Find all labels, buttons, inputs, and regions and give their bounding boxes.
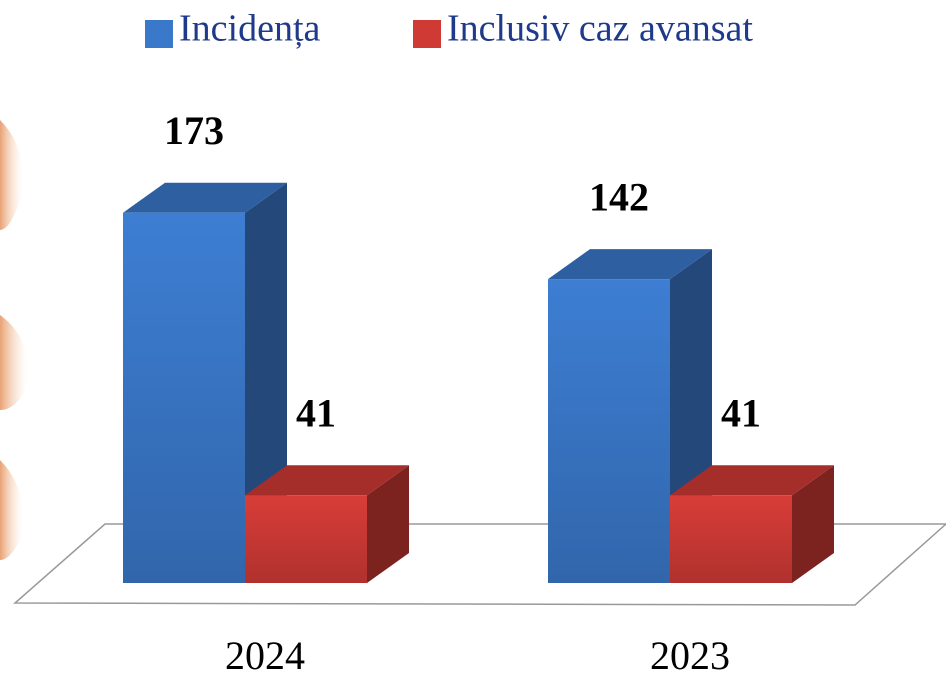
legend-label: Incidența <box>179 8 321 50</box>
x-tick-label: 2023 <box>650 633 730 678</box>
legend-swatch <box>145 20 173 48</box>
bar <box>548 279 670 583</box>
bar <box>245 495 367 583</box>
background-decoration <box>0 120 27 560</box>
value-label: 41 <box>721 390 761 435</box>
legend-label: Inclusiv caz avansat <box>447 8 753 50</box>
legend: Incidența Inclusiv caz avansat <box>145 8 753 50</box>
legend-swatch <box>413 20 441 48</box>
value-label: 41 <box>296 390 336 435</box>
value-label: 142 <box>589 174 649 219</box>
x-tick-label: 2024 <box>225 633 305 678</box>
bar <box>123 213 245 583</box>
bar <box>670 495 792 583</box>
value-label: 173 <box>164 108 224 153</box>
chart: Incidența Inclusiv caz avansat 2024 173 41 2… <box>0 0 946 680</box>
